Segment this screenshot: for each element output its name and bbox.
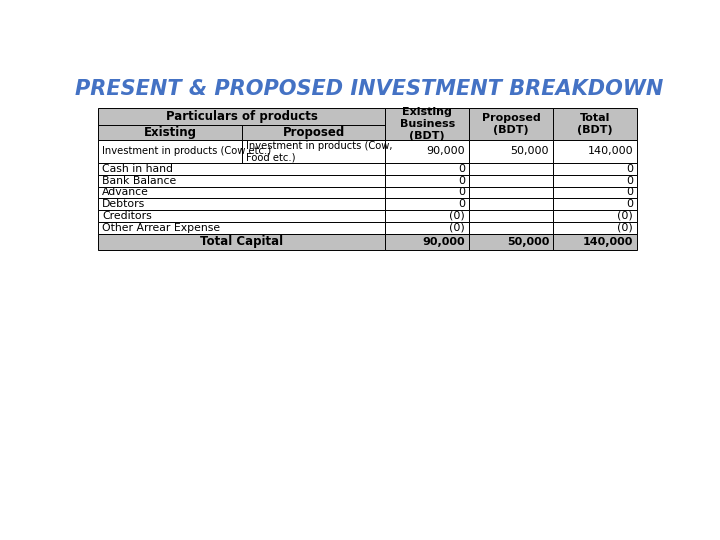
Bar xyxy=(553,163,637,175)
Text: Creditors: Creditors xyxy=(102,211,152,221)
Text: 0: 0 xyxy=(626,176,633,186)
Text: (0): (0) xyxy=(617,222,633,233)
Bar xyxy=(469,222,553,233)
Bar xyxy=(553,175,637,186)
Text: Total Capital: Total Capital xyxy=(200,235,284,248)
Text: Proposed
(BDT): Proposed (BDT) xyxy=(482,113,541,135)
Bar xyxy=(99,140,242,163)
Bar xyxy=(385,163,469,175)
Bar xyxy=(242,140,385,163)
Bar xyxy=(99,222,385,233)
Bar xyxy=(469,163,553,175)
Bar xyxy=(99,125,242,140)
Bar xyxy=(553,222,637,233)
Text: 140,000: 140,000 xyxy=(588,146,633,156)
Bar xyxy=(99,186,385,198)
Text: (0): (0) xyxy=(617,211,633,221)
Text: Existing
Business
(BDT): Existing Business (BDT) xyxy=(400,107,455,140)
Text: Advance: Advance xyxy=(102,187,149,198)
Bar xyxy=(469,175,553,186)
Bar xyxy=(553,210,637,222)
Bar xyxy=(385,198,469,210)
Bar xyxy=(385,233,469,250)
Bar xyxy=(469,186,553,198)
Text: 0: 0 xyxy=(458,164,465,174)
Text: 0: 0 xyxy=(626,187,633,198)
Text: Investment in products (Cow etc.): Investment in products (Cow etc.) xyxy=(102,146,271,156)
Bar xyxy=(553,140,637,163)
Text: Investment in products (Cow,
Food etc.): Investment in products (Cow, Food etc.) xyxy=(246,140,392,162)
Text: 0: 0 xyxy=(458,199,465,209)
Text: 0: 0 xyxy=(626,164,633,174)
Text: 0: 0 xyxy=(458,187,465,198)
Bar xyxy=(553,233,637,250)
Text: 0: 0 xyxy=(626,199,633,209)
Bar xyxy=(469,109,553,140)
Text: Existing: Existing xyxy=(143,126,197,139)
Text: 90,000: 90,000 xyxy=(423,237,465,247)
Text: 140,000: 140,000 xyxy=(582,237,633,247)
Bar xyxy=(469,198,553,210)
Bar xyxy=(385,109,469,140)
Bar xyxy=(385,222,469,233)
Bar xyxy=(99,210,385,222)
Bar xyxy=(99,163,385,175)
Bar xyxy=(553,109,637,140)
Bar xyxy=(99,175,385,186)
Bar xyxy=(99,233,385,250)
Text: (0): (0) xyxy=(449,222,465,233)
Text: Particulars of products: Particulars of products xyxy=(166,110,318,123)
Bar xyxy=(469,140,553,163)
Text: PRESENT & PROPOSED INVESTMENT BREAKDOWN: PRESENT & PROPOSED INVESTMENT BREAKDOWN xyxy=(75,79,663,99)
Bar xyxy=(469,233,553,250)
Bar xyxy=(385,210,469,222)
Text: (0): (0) xyxy=(449,211,465,221)
Text: Other Arrear Expense: Other Arrear Expense xyxy=(102,222,220,233)
Bar xyxy=(553,198,637,210)
Text: Debtors: Debtors xyxy=(102,199,145,209)
Bar xyxy=(385,175,469,186)
Text: Bank Balance: Bank Balance xyxy=(102,176,176,186)
Text: Total
(BDT): Total (BDT) xyxy=(577,113,613,135)
Bar xyxy=(99,109,385,125)
Bar xyxy=(553,186,637,198)
Bar xyxy=(242,125,385,140)
Text: Cash in hand: Cash in hand xyxy=(102,164,174,174)
Text: Proposed: Proposed xyxy=(282,126,345,139)
Text: 50,000: 50,000 xyxy=(507,237,549,247)
Text: 0: 0 xyxy=(458,176,465,186)
Text: 90,000: 90,000 xyxy=(427,146,465,156)
Bar xyxy=(469,210,553,222)
Bar xyxy=(99,198,385,210)
Bar xyxy=(385,140,469,163)
Bar xyxy=(385,186,469,198)
Text: 50,000: 50,000 xyxy=(510,146,549,156)
